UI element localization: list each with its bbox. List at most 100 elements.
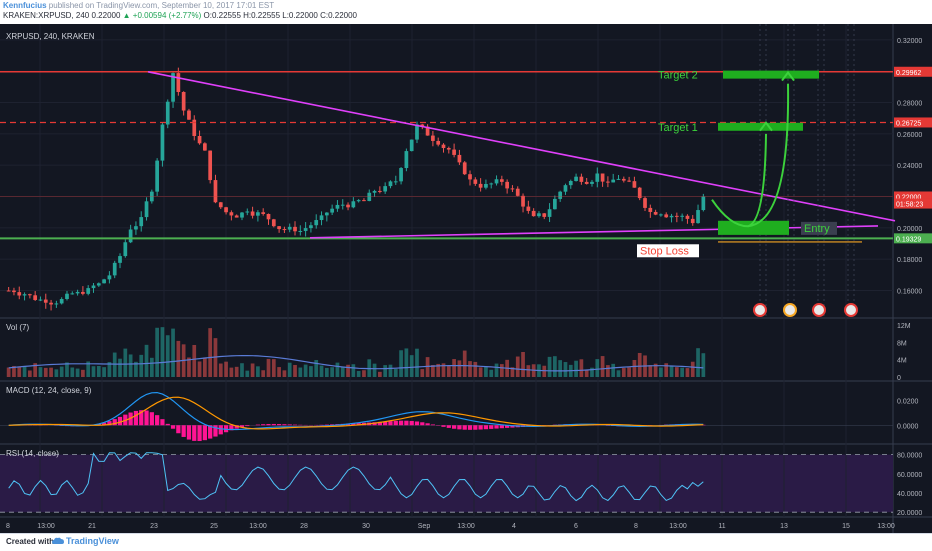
candle-body [182,92,186,111]
candle-body [447,148,451,150]
volume-bar [92,366,96,377]
candle-body [633,181,637,188]
volume-bar [113,353,117,377]
candle-body [28,294,32,295]
volume-bar [60,367,64,377]
macd-histogram-bar [325,425,329,426]
volume-bar [410,355,414,377]
volume-bar [28,370,32,377]
candle-body [511,188,515,189]
candle-body [251,211,255,215]
price-change: ▲ +0.00594 (+2.77%) [123,11,202,20]
volume-bar [648,365,652,377]
macd-histogram-bar [425,423,429,425]
candle-body [139,217,143,226]
volume-bar [489,370,493,377]
price-tick-label: 0.20000 [897,226,922,233]
time-axis-label: Sep [418,523,431,530]
candle-body [314,220,318,225]
candle-body [399,168,403,181]
volume-bar [17,367,21,377]
volume-bar [155,328,159,377]
candle-body [590,182,594,184]
macd-histogram-bar [447,425,451,428]
candle-body [389,181,393,186]
macd-histogram-bar [160,419,164,425]
chart-canvas[interactable]: 0.320000.300000.280000.260000.240000.220… [0,24,932,533]
time-axis-label: 25 [210,523,218,530]
volume-tick-label: 8M [897,340,907,347]
volume-bar [420,369,424,377]
volume-bar [553,356,557,377]
candle-body [341,205,345,206]
candle-body [224,207,228,212]
candle-body [92,286,96,289]
price-tick-label: 0.32000 [897,38,922,45]
candle-body [548,209,552,217]
macd-histogram-bar [494,425,498,428]
candle-body [198,136,202,143]
volume-bar [394,369,398,377]
macd-histogram-bar [489,425,493,429]
volume-bar [240,363,244,377]
macd-histogram-bar [282,424,286,425]
volume-bar [161,327,165,377]
rsi-tick-label: 80.0000 [897,453,922,460]
time-axis-label: 13:00 [669,523,687,530]
volume-bar [171,329,175,377]
candle-body [580,177,584,182]
time-axis-label: 28 [300,523,308,530]
last-price: 0.22000 [92,11,121,20]
time-axis-label: 11 [718,523,725,530]
time-axis-label: 13:00 [37,523,55,530]
volume-bar [97,366,101,377]
volume-bar [680,368,684,377]
volume-bar [463,351,467,377]
candle-body [468,174,472,179]
volume-bar [123,349,127,377]
price-axis-label: 0.19329 [896,236,921,243]
price-axis-label: 0.29962 [896,70,921,77]
macd-histogram-bar [155,415,159,425]
candle-body [145,201,149,217]
candle-body [166,102,170,125]
macd-histogram-bar [182,425,186,437]
volume-bar [580,359,584,377]
candle-body [452,150,456,155]
candle-body [659,214,663,215]
volume-bar [389,365,393,377]
ohlc-values: O:0.22555 H:0.22555 L:0.22000 C:0.22000 [204,11,357,20]
time-axis-label: 15 [842,523,850,530]
candle-body [240,213,244,218]
price-tick-label: 0.26000 [897,132,922,139]
volume-bar [7,368,11,377]
volume-bar [357,371,361,377]
volume-bar [320,366,324,377]
tradingview-logo[interactable]: TradingView [52,536,119,546]
candle-body [542,213,546,217]
volume-bar [351,364,355,377]
target-1-label: Target 1 [658,122,698,134]
macd-histogram-bar [203,425,207,440]
volume-bar [65,362,69,377]
volume-bar [574,361,578,377]
candle-body [691,219,695,223]
candle-body [272,219,276,226]
macd-histogram-bar [420,422,424,425]
volume-bar [548,357,552,377]
volume-bar [659,367,663,377]
candle-body [351,201,355,207]
volume-bar [23,366,27,377]
time-axis-label: 6 [574,523,578,530]
candle-body [245,211,249,212]
volume-bar [373,364,377,377]
volume-bar [70,367,74,377]
volume-bar [129,354,133,377]
volume-bar [219,364,223,377]
macd-histogram-bar [484,425,488,429]
candle-body [500,179,504,182]
candle-body [123,242,127,256]
candle-body [336,205,340,209]
volume-bar [55,369,59,377]
author-name[interactable]: Kennfucius [3,1,47,10]
